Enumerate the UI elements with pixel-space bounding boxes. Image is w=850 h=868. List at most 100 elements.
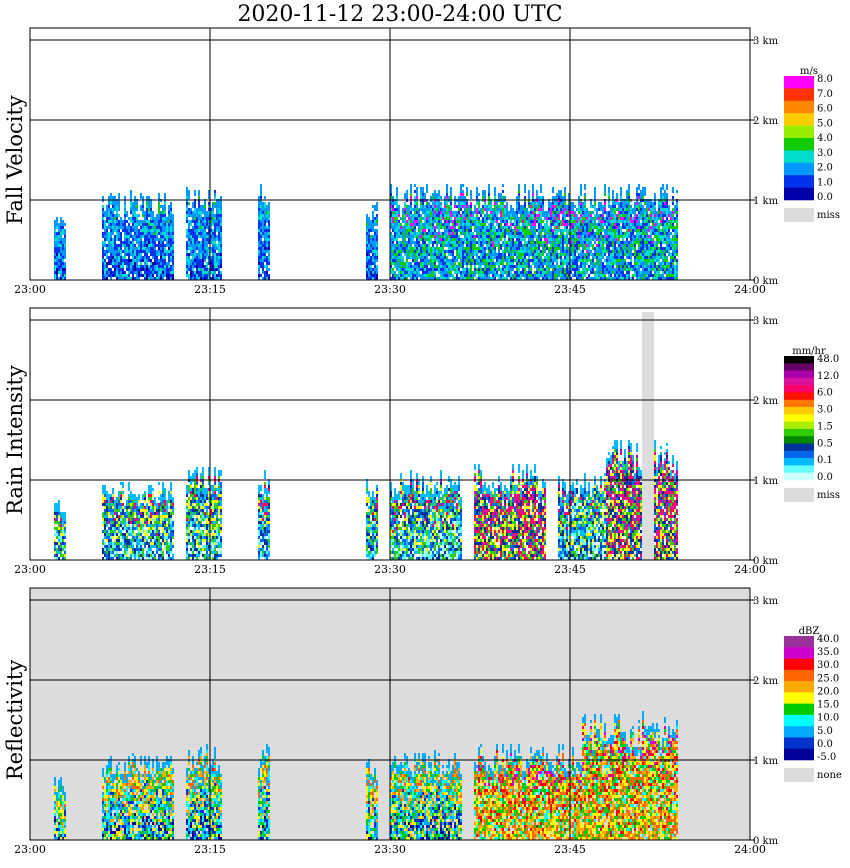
legend-swatch: [784, 407, 814, 415]
time-tick-label: 23:15: [194, 563, 226, 576]
legend-swatch: [784, 451, 814, 459]
height-tick-label: 3 km: [753, 316, 779, 327]
legend-miss-label: none: [817, 770, 842, 781]
legend-label: 0.5: [817, 438, 833, 449]
legend-swatch: [784, 681, 814, 693]
legend-miss-swatch: [784, 768, 814, 782]
legend-swatch: [784, 150, 814, 163]
time-tick-label: 23:00: [14, 283, 46, 296]
height-tick-label: 1 km: [753, 756, 779, 767]
height-tick-label: 1 km: [753, 476, 779, 487]
legend-swatch: [784, 363, 814, 371]
legend-label: 15.0: [817, 700, 839, 711]
legend-label: 7.0: [817, 89, 833, 100]
height-tick-label: 2 km: [753, 396, 779, 407]
legend-swatch: [784, 422, 814, 430]
legend-label: 12.0: [817, 371, 839, 382]
legend-label: 2.0: [817, 163, 833, 174]
legend-swatch: [784, 138, 814, 151]
height-tick-label: 1 km: [753, 196, 779, 207]
legend-swatch: [784, 76, 814, 89]
legend-swatch: [784, 126, 814, 139]
legend-swatch: [784, 636, 814, 648]
legend-unit: m/s: [800, 66, 818, 77]
legend-miss-label: miss: [817, 490, 840, 501]
legend-label: 0.1: [817, 455, 833, 466]
legend-swatch: [784, 715, 814, 727]
time-tick-label: 23:00: [14, 563, 46, 576]
legend-label: 20.0: [817, 686, 839, 697]
fall-velocity-legend: m/s8.0 7.0 6.0 5.0 4.0 3.0 2.0 1.0 0.0 miss: [784, 66, 840, 222]
legend-label: 3.0: [817, 148, 833, 159]
legend-swatch: [784, 356, 814, 364]
time-tick-label: 23:30: [374, 843, 406, 856]
legend-swatch: [784, 378, 814, 386]
legend-label: 10.0: [817, 713, 839, 724]
legend-swatch: [784, 385, 814, 393]
legend-label: 3.0: [817, 405, 833, 416]
legend-miss-label: miss: [817, 210, 840, 221]
legend-label: 1.0: [817, 177, 833, 188]
time-tick-label: 24:00: [734, 563, 766, 576]
legend-label: 40.0: [817, 634, 839, 645]
legend-swatch: [784, 692, 814, 704]
legend-swatch: [784, 392, 814, 400]
legend-swatch: [784, 749, 814, 761]
legend-swatch: [784, 670, 814, 682]
legend-label: 6.0: [817, 388, 833, 399]
legend-swatch: [784, 113, 814, 126]
legend-swatch: [784, 465, 814, 473]
rain-intensity-missing-column: [642, 312, 654, 560]
legend-label: 5.0: [817, 118, 833, 129]
legend-swatch: [784, 726, 814, 738]
legend-swatch: [784, 400, 814, 408]
legend-label: 8.0: [817, 74, 833, 85]
legend-swatch: [784, 647, 814, 659]
height-tick-label: 2 km: [753, 676, 779, 687]
legend-swatch: [784, 737, 814, 749]
time-tick-label: 23:45: [554, 843, 586, 856]
legend-miss-swatch: [784, 208, 814, 222]
legend-swatch: [784, 704, 814, 716]
legend-swatch: [784, 473, 814, 481]
legend-label: 48.0: [817, 354, 839, 365]
legend-swatch: [784, 371, 814, 379]
height-tick-label: 2 km: [753, 116, 779, 127]
time-tick-label: 23:15: [194, 843, 226, 856]
profiler-figure: 2020-11-12 23:00-24:00 UTC 0 km1 km2 km3…: [0, 0, 850, 868]
time-tick-label: 24:00: [734, 843, 766, 856]
legend-label: 0.0: [817, 192, 833, 203]
legend-swatch: [784, 88, 814, 101]
legend-label: 30.0: [817, 660, 839, 671]
legend-label: 4.0: [817, 133, 833, 144]
rain-intensity-echo-column: [366, 479, 378, 560]
legend-label: 6.0: [817, 104, 833, 115]
legend-label: 5.0: [817, 726, 833, 737]
legend-swatch: [784, 458, 814, 466]
reflectivity-legend: dBZ40.035.030.025.020.015.010.05.00.0-5.…: [784, 626, 842, 782]
legend-swatch: [784, 659, 814, 671]
time-tick-label: 23:15: [194, 283, 226, 296]
legend-swatch: [784, 163, 814, 176]
legend-swatch: [784, 414, 814, 422]
legend-swatch: [784, 444, 814, 452]
fall-velocity-ylabel: Fall Velocity: [3, 95, 27, 225]
time-tick-label: 23:00: [14, 843, 46, 856]
legend-swatch: [784, 175, 814, 188]
reflectivity-ylabel: Reflectivity: [3, 660, 27, 781]
time-tick-label: 23:30: [374, 563, 406, 576]
height-tick-label: 3 km: [753, 596, 779, 607]
legend-label: -5.0: [817, 752, 836, 763]
legend-label: 0.0: [817, 739, 833, 750]
legend-miss-swatch: [784, 488, 814, 502]
rain-intensity-ylabel: Rain Intensity: [3, 365, 27, 515]
time-tick-label: 23:45: [554, 563, 586, 576]
legend-label: 25.0: [817, 673, 839, 684]
height-tick-label: 3 km: [753, 36, 779, 47]
time-tick-label: 24:00: [734, 283, 766, 296]
legend-label: 35.0: [817, 647, 839, 658]
legend-swatch: [784, 101, 814, 114]
